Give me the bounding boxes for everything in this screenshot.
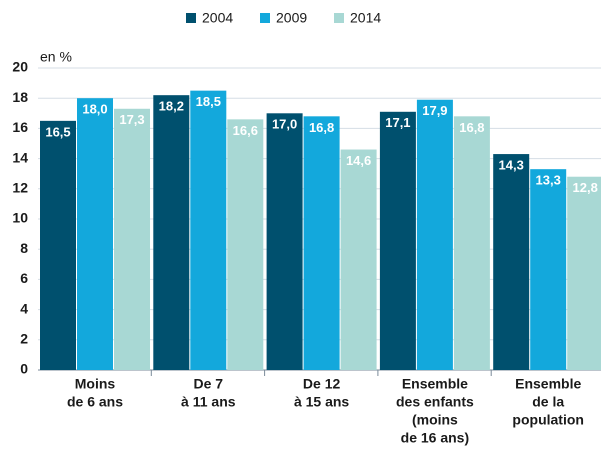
value-label: 18,2 [159,99,184,114]
y-tick-label: 0 [20,361,28,377]
bar [530,169,567,370]
value-label: 17,1 [385,115,410,130]
value-label: 16,8 [459,120,484,135]
y-tick-label: 12 [12,180,28,196]
y-tick-label: 14 [12,149,28,165]
value-label: 12,8 [573,180,598,195]
y-tick-label: 6 [20,270,28,286]
legend-swatch [260,13,270,23]
x-tick-label: de la [532,394,564,410]
bar [416,99,453,371]
legend-label: 2014 [350,10,381,26]
bar [114,108,150,371]
y-tick-label: 18 [12,89,28,105]
value-label: 17,3 [119,112,144,127]
y-axis-label: en % [40,49,72,65]
bar [340,149,377,370]
bar [190,90,227,371]
y-tick-label: 4 [20,300,28,316]
x-tick-label: de 6 ans [67,394,123,410]
y-tick-label: 8 [20,240,28,256]
value-label: 17,0 [272,117,297,132]
y-tick-label: 10 [12,210,28,226]
x-tick-label: des enfants [396,394,474,410]
legend-swatch [334,13,344,23]
value-label: 13,3 [536,173,561,188]
value-label: 16,5 [45,124,70,139]
legend-label: 2009 [276,10,307,26]
x-tick-label: de 16 ans) [401,430,469,446]
value-label: 14,3 [499,158,524,173]
legend-swatch [186,13,196,23]
x-tick-label: Moins [75,376,116,392]
x-tick-label: à 11 ans [181,394,236,410]
bar [453,116,490,370]
legend-label: 2004 [202,10,233,26]
x-tick-label: Ensemble [402,376,468,392]
bar [266,113,303,371]
y-tick-label: 2 [20,331,28,347]
bar [303,116,340,370]
value-label: 18,0 [82,102,107,117]
bar [567,176,601,370]
bar [153,95,190,371]
x-tick-label: De 7 [194,376,224,392]
x-tick-label: à 15 ans [294,394,349,410]
value-label: 14,6 [346,153,371,168]
y-tick-label: 20 [12,59,28,75]
x-tick-label: Ensemble [515,376,581,392]
bar [40,120,76,370]
value-label: 17,9 [422,103,447,118]
value-label: 16,6 [233,123,258,138]
bar [77,98,113,370]
bar [379,111,416,370]
value-label: 18,5 [196,94,221,109]
x-tick-label: population [512,412,584,428]
x-tick-label: (moins [412,412,458,428]
y-tick-label: 16 [12,119,28,135]
bar [227,119,264,370]
bar [493,154,530,370]
x-tick-label: De 12 [303,376,341,392]
value-label: 16,8 [309,120,334,135]
